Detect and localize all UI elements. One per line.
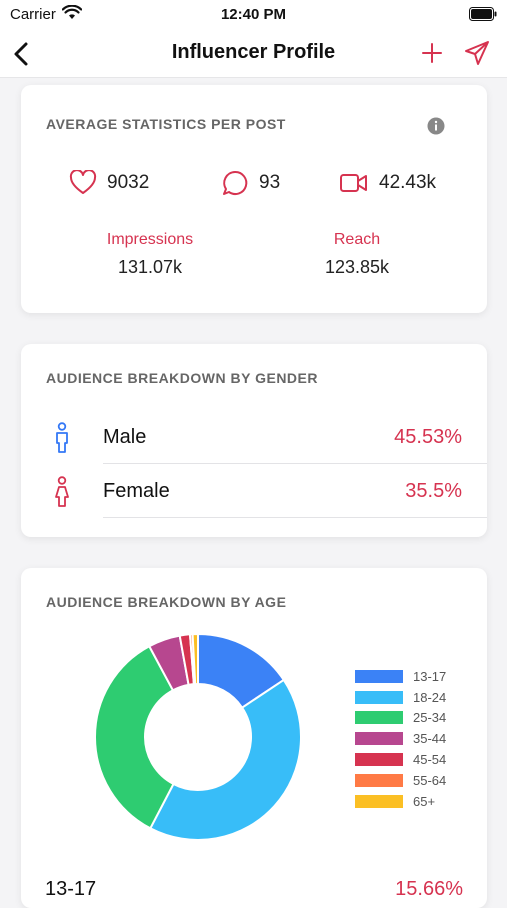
video-views-stat: 42.43k (339, 168, 436, 198)
divider (103, 463, 487, 464)
status-bar: Carrier 12:40 PM (0, 0, 507, 30)
gender-label: Female (103, 480, 170, 502)
gender-breakdown-card: AUDIENCE BREAKDOWN BY GENDER Male 45.53%… (21, 344, 487, 537)
female-icon (51, 476, 73, 513)
legend-label: 13-17 (413, 668, 447, 684)
legend-swatch (355, 711, 403, 725)
legend-item-65+: 65+ (355, 791, 446, 812)
gender-value: 35.5% (405, 480, 462, 502)
divider (103, 517, 487, 518)
legend-item-13-17: 13-17 (355, 666, 446, 687)
age-row[interactable]: 13-17 15.66% (45, 876, 463, 906)
legend-item-35-44: 35-44 (355, 728, 446, 749)
legend-label: 25-34 (413, 710, 447, 726)
navigation-bar: Influencer Profile (0, 30, 507, 78)
legend-label: 18-24 (413, 689, 447, 705)
comments-value: 93 (259, 172, 281, 193)
battery-icon (469, 7, 497, 26)
plus-icon[interactable] (419, 40, 445, 66)
age-row-label: 13-17 (45, 878, 97, 900)
legend-label: 65+ (413, 793, 436, 809)
legend-swatch (355, 753, 403, 767)
age-breakdown-card: AUDIENCE BREAKDOWN BY AGE 13-17 18-24 25-3… (21, 568, 487, 908)
legend-item-25-34: 25-34 (355, 708, 446, 729)
info-icon[interactable] (427, 117, 445, 135)
age-breakdown-title: AUDIENCE BREAKDOWN BY AGE (46, 594, 287, 610)
gender-row-male: Male 45.53% (21, 410, 487, 464)
wifi-icon (61, 4, 83, 26)
comments-stat: 93 (221, 168, 280, 198)
legend-swatch (355, 669, 403, 683)
legend-label: 45-54 (413, 752, 447, 768)
legend-label: 55-64 (413, 772, 447, 788)
donut-slice-25-34 (94, 644, 175, 830)
reach-metric: Reach 123.85k (267, 231, 447, 278)
average-stats-card: AVERAGE STATISTICS PER POST 9032 93 42.4… (21, 85, 487, 313)
average-stats-title: AVERAGE STATISTICS PER POST (46, 116, 286, 132)
male-icon (51, 422, 73, 459)
likes-stat: 9032 (69, 168, 149, 198)
legend-swatch (355, 794, 403, 808)
donut-slice-18-24 (148, 678, 302, 841)
likes-value: 9032 (107, 172, 150, 193)
legend-item-55-64: 55-64 (355, 770, 446, 791)
impressions-value: 131.07k (117, 257, 183, 277)
legend-item-18-24: 18-24 (355, 687, 446, 708)
age-row-value: 15.66% (395, 878, 463, 900)
heart-icon (69, 170, 97, 194)
legend-item-45-54: 45-54 (355, 749, 446, 770)
gender-label: Male (103, 426, 147, 448)
reach-value: 123.85k (324, 257, 390, 277)
legend-label: 35-44 (413, 731, 447, 747)
age-donut-chart (94, 632, 302, 841)
clock: 12:40 PM (220, 6, 287, 23)
donut-slice-65+ (191, 632, 199, 686)
carrier-label: Carrier (10, 6, 56, 23)
reach-label: Reach (333, 231, 381, 248)
back-chevron-icon[interactable] (10, 40, 34, 68)
video-camera-icon (340, 174, 367, 192)
age-chart-legend: 13-17 18-24 25-34 35-44 45-54 55-64 65+ (355, 666, 446, 812)
comment-bubble-icon (223, 170, 248, 195)
impressions-metric: Impressions 131.07k (60, 231, 240, 278)
send-icon[interactable] (463, 39, 491, 67)
legend-swatch (355, 690, 403, 704)
page-title: Influencer Profile (171, 41, 336, 63)
impressions-label: Impressions (106, 231, 194, 248)
gender-row-female: Female 35.5% (21, 464, 487, 518)
video-views-value: 42.43k (379, 172, 437, 193)
legend-swatch (355, 732, 403, 746)
gender-breakdown-title: AUDIENCE BREAKDOWN BY GENDER (46, 370, 318, 386)
legend-swatch (355, 773, 403, 787)
gender-value: 45.53% (394, 426, 462, 448)
